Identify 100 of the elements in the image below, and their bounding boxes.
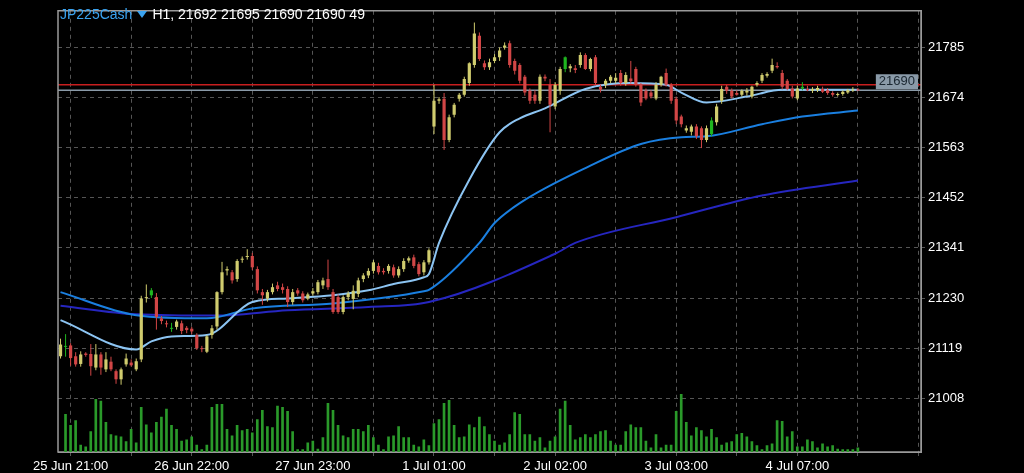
bar	[256, 419, 259, 452]
x-tick-label: 25 Jun 21:00	[33, 458, 109, 473]
bar	[250, 432, 254, 452]
line-series	[59, 109, 859, 320]
bar	[619, 444, 623, 452]
bar	[402, 437, 406, 452]
candlestick	[558, 66, 562, 96]
bar	[604, 430, 607, 452]
bar	[488, 434, 491, 452]
bar	[584, 434, 587, 452]
bar	[579, 437, 582, 452]
candlestick	[654, 81, 658, 101]
bar	[715, 437, 718, 452]
bar	[674, 411, 678, 452]
bar	[816, 447, 819, 452]
bar	[710, 429, 713, 452]
candlestick	[245, 248, 249, 261]
candlestick	[755, 80, 759, 88]
candlestick	[114, 368, 118, 385]
candlestick	[341, 294, 345, 315]
bar	[160, 416, 163, 452]
bar	[180, 440, 183, 452]
bar	[261, 409, 264, 452]
y-tick-label: 21008	[928, 389, 965, 405]
candlestick	[538, 73, 542, 105]
bar	[195, 444, 199, 452]
candlestick	[467, 61, 471, 87]
candlestick	[99, 351, 103, 376]
candlestick	[225, 265, 229, 276]
bar	[796, 446, 799, 452]
candlestick	[477, 31, 482, 62]
bar	[528, 434, 532, 452]
bar	[94, 398, 98, 452]
bar	[634, 427, 638, 452]
candlestick	[104, 351, 108, 373]
bar	[351, 429, 355, 452]
bar	[382, 449, 385, 452]
candlestick	[669, 82, 673, 105]
y-tick-label: 21452	[928, 189, 965, 205]
bar	[175, 429, 178, 452]
bar	[291, 431, 294, 452]
bar	[831, 445, 834, 452]
candlestick	[286, 285, 290, 308]
bar	[614, 444, 617, 452]
bar	[200, 449, 204, 452]
bar	[311, 440, 315, 452]
bar	[624, 431, 628, 452]
bar	[725, 442, 729, 452]
bar	[801, 446, 804, 452]
bar	[513, 412, 517, 452]
bar	[84, 446, 88, 452]
bar	[705, 436, 708, 452]
bar	[245, 429, 249, 452]
y-tick-label: 21119	[928, 339, 963, 355]
bar	[609, 440, 612, 452]
bar	[483, 426, 486, 452]
candlestick	[437, 96, 441, 105]
bar	[700, 430, 703, 452]
candlestick	[634, 66, 638, 88]
candlestick	[255, 265, 259, 294]
bar	[568, 424, 572, 452]
bar	[79, 444, 83, 452]
bar	[190, 436, 194, 452]
candlestick	[351, 284, 355, 310]
bar	[387, 436, 390, 452]
bar	[679, 394, 683, 452]
bar	[508, 434, 511, 452]
candlestick	[235, 258, 239, 283]
candlestick	[356, 277, 360, 298]
bar	[790, 431, 794, 452]
y-tick-label: 21563	[928, 139, 965, 155]
bar	[170, 424, 173, 452]
candlestick	[709, 116, 714, 137]
x-tick-label: 4 Jul 07:00	[765, 458, 830, 473]
bar	[155, 422, 158, 452]
bar	[473, 427, 476, 452]
bar	[821, 443, 824, 452]
bar	[730, 441, 734, 452]
candlestick	[240, 255, 244, 264]
candlestick	[89, 343, 93, 377]
bar	[286, 411, 289, 452]
bar	[478, 416, 481, 452]
bar	[599, 431, 602, 452]
bar	[150, 432, 153, 452]
candlestick	[462, 76, 466, 98]
bar	[573, 439, 577, 452]
bar	[841, 449, 845, 452]
y-tick-label: 21341	[928, 239, 965, 255]
candlestick	[205, 334, 209, 354]
x-tick-label: 2 Jul 02:00	[523, 458, 587, 473]
bar	[503, 442, 506, 452]
bar	[523, 434, 527, 452]
x-tick-label: 1 Jul 01:00	[402, 458, 466, 473]
bar	[594, 434, 597, 452]
candlestick	[220, 261, 224, 295]
candlestick	[664, 68, 668, 88]
bar	[64, 413, 67, 452]
y-tick-label: 21785	[928, 38, 965, 54]
bar	[165, 408, 168, 452]
candlestick	[780, 69, 784, 90]
